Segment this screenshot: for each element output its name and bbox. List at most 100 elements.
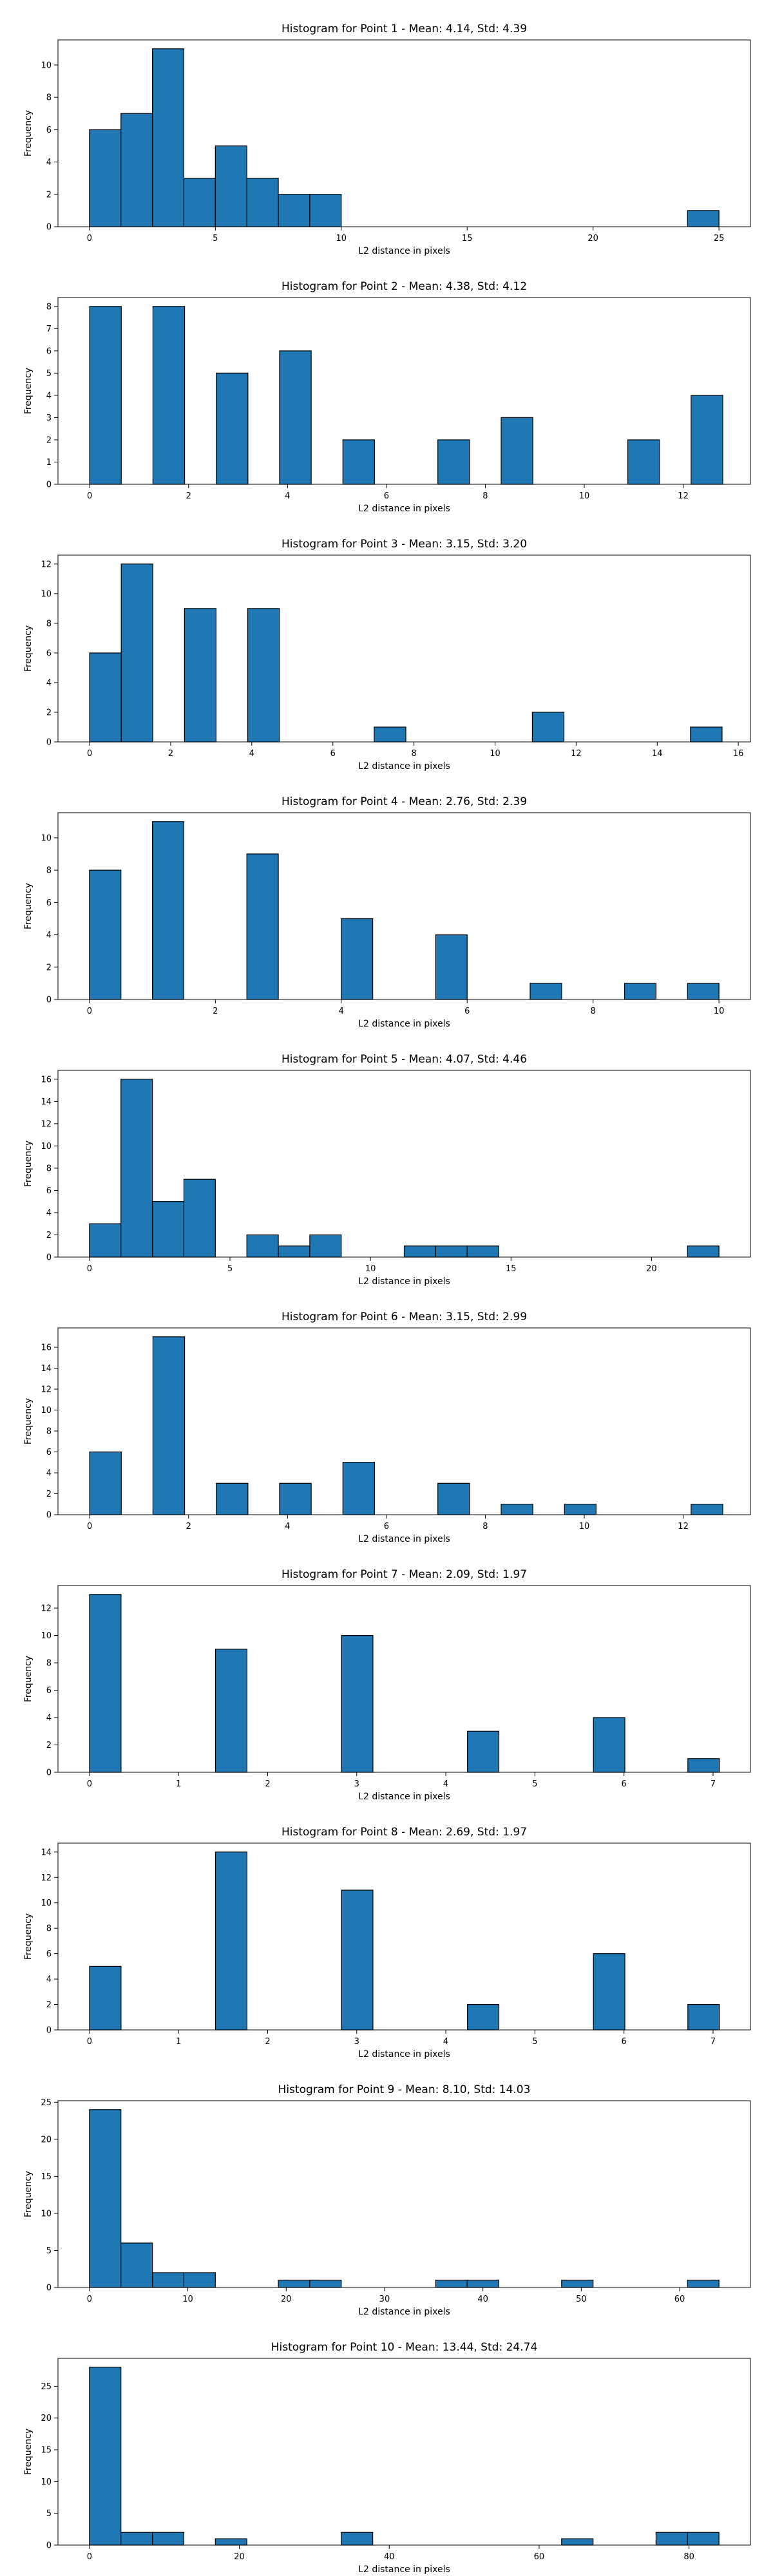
histogram-bar (530, 983, 562, 1000)
histogram-bar (183, 178, 216, 227)
y-tick-label: 4 (46, 678, 52, 688)
x-axis-label: L2 distance in pixels (358, 246, 450, 256)
histogram-bar (687, 1758, 720, 1773)
x-tick-label: 4 (285, 491, 290, 501)
x-tick-label: 6 (621, 2037, 626, 2047)
histogram-bar (89, 652, 122, 743)
y-tick-label: 0 (46, 480, 52, 490)
y-tick-label: 10 (41, 833, 52, 843)
y-tick-label: 6 (46, 1949, 52, 1959)
x-tick-label: 6 (384, 491, 389, 501)
y-tick-label: 4 (46, 931, 52, 940)
y-tick-label: 12 (41, 1604, 52, 1614)
x-tick-label: 4 (443, 1779, 448, 1789)
x-tick-label: 8 (482, 1522, 488, 1531)
y-axis-label: Frequency (23, 1913, 33, 1960)
histogram-bar (624, 983, 657, 1000)
y-tick-label: 15 (41, 2446, 52, 2456)
x-tick-label: 10 (579, 1522, 590, 1531)
y-tick-label: 6 (46, 649, 52, 658)
chart-title: Histogram for Point 6 - Mean: 3.15, Std:… (282, 1311, 527, 1323)
x-tick-label: 4 (249, 749, 254, 759)
x-tick-label: 8 (482, 491, 488, 501)
histogram-bar (216, 372, 249, 485)
y-tick-label: 8 (46, 1427, 52, 1437)
y-tick-label: 14 (41, 1097, 52, 1107)
y-tick-label: 6 (46, 1686, 52, 1696)
x-tick-label: 20 (646, 1264, 657, 1274)
y-tick-label: 2 (46, 1490, 52, 1499)
histogram-bar (593, 1953, 625, 2031)
histogram-bar (687, 983, 720, 1000)
histogram-bar (690, 726, 723, 743)
axes-frame (57, 812, 751, 1000)
x-tick-label: 10 (579, 491, 590, 501)
x-tick-label: 2 (186, 1522, 191, 1531)
histogram-bar (246, 853, 279, 1000)
y-tick-label: 1 (46, 458, 52, 468)
x-tick-label: 7 (711, 1779, 716, 1789)
chart-title: Histogram for Point 1 - Mean: 4.14, Std:… (282, 23, 527, 35)
x-tick-label: 2 (265, 1779, 270, 1789)
x-tick-label: 3 (354, 1779, 359, 1789)
x-axis-label: L2 distance in pixels (358, 504, 450, 514)
x-tick-label: 30 (379, 2295, 390, 2304)
x-tick-label: 10 (490, 749, 501, 759)
histogram-bar (120, 564, 153, 743)
y-tick-label: 8 (46, 1924, 52, 1934)
histogram-bar (561, 2538, 594, 2546)
y-tick-label: 5 (46, 2246, 52, 2256)
y-tick-label: 12 (41, 1385, 52, 1395)
x-axis-label: L2 distance in pixels (358, 761, 450, 772)
x-tick-label: 60 (534, 2552, 545, 2562)
histogram-bar (655, 2532, 688, 2546)
histogram-panel: Histogram for Point 8 - Mean: 2.69, Std:… (23, 1826, 751, 2060)
histogram-bar (246, 178, 279, 227)
x-tick-label: 2 (186, 491, 191, 501)
x-tick-label: 10 (336, 234, 347, 243)
histogram-bar (501, 1504, 533, 1515)
y-tick-label: 10 (41, 1899, 52, 1908)
histogram-bar (435, 934, 468, 1000)
y-tick-label: 12 (41, 1873, 52, 1883)
histogram-bar (151, 821, 185, 1000)
y-tick-label: 2 (46, 963, 52, 972)
histogram-bar (691, 1504, 723, 1515)
axes-frame (57, 297, 751, 485)
y-tick-label: 25 (41, 2098, 52, 2108)
y-tick-label: 2 (46, 2000, 52, 2010)
histogram-bar (120, 1079, 153, 1258)
x-tick-label: 0 (87, 2552, 92, 2562)
chart-title: Histogram for Point 9 - Mean: 8.10, Std:… (278, 2083, 531, 2096)
x-axis-label: L2 distance in pixels (358, 2049, 450, 2060)
y-tick-label: 8 (46, 1164, 52, 1173)
y-tick-label: 0 (46, 996, 52, 1005)
histogram-bar (89, 1223, 122, 1258)
histogram-panel: Histogram for Point 10 - Mean: 13.44, St… (23, 2341, 751, 2575)
histogram-bar (89, 869, 122, 1000)
x-tick-label: 10 (714, 1007, 725, 1016)
axes-frame (57, 1842, 751, 2031)
y-tick-label: 8 (46, 93, 52, 103)
y-tick-label: 6 (46, 346, 52, 356)
x-tick-label: 6 (384, 1522, 389, 1531)
histogram-bar (403, 1245, 436, 1258)
histogram-bar (687, 2003, 720, 2031)
y-tick-label: 10 (41, 2477, 52, 2487)
y-tick-label: 14 (41, 1364, 52, 1374)
x-tick-label: 0 (87, 1522, 92, 1531)
x-tick-label: 25 (714, 234, 725, 243)
chart-title: Histogram for Point 3 - Mean: 3.15, Std:… (282, 538, 527, 551)
x-tick-label: 50 (576, 2295, 587, 2304)
histogram-bar (89, 2109, 122, 2288)
histogram-bar (279, 350, 312, 485)
chart-title: Histogram for Point 5 - Mean: 4.07, Std:… (282, 1053, 527, 1066)
histogram-panel: Histogram for Point 1 - Mean: 4.14, Std:… (23, 23, 751, 256)
x-tick-label: 10 (182, 2295, 193, 2304)
y-tick-label: 15 (41, 2172, 52, 2182)
histogram-bar (564, 1504, 597, 1515)
x-tick-label: 7 (711, 2037, 716, 2047)
x-tick-label: 6 (621, 1779, 626, 1789)
histogram-bar (89, 1965, 122, 2031)
x-axis-label: L2 distance in pixels (358, 1019, 450, 1029)
